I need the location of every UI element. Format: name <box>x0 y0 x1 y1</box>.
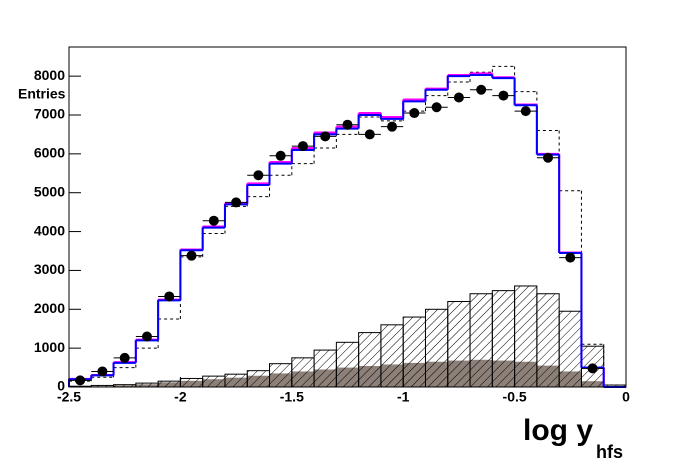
x-tick-label: -1 <box>397 389 410 405</box>
data-point <box>75 375 86 386</box>
data-point <box>387 121 398 132</box>
x-tick-label: -1.5 <box>280 389 304 405</box>
histogram-bar <box>335 341 360 388</box>
histogram-bar <box>491 290 516 388</box>
x-tick-label: -2 <box>174 389 187 405</box>
data-point <box>186 250 197 261</box>
data-point <box>520 106 531 117</box>
data-point <box>453 92 464 103</box>
data-point <box>587 363 598 374</box>
histogram-bar <box>358 332 382 388</box>
y-tick-label: 0 <box>57 378 65 394</box>
data-point <box>431 102 442 113</box>
histogram-bar <box>514 285 538 388</box>
histogram-bar <box>291 357 315 388</box>
y-tick-label: 2000 <box>34 300 65 316</box>
histogram-bar <box>313 349 337 388</box>
x-tick-label: -0.5 <box>503 389 527 405</box>
histogram-bar <box>202 375 226 388</box>
y-tick-label: 3000 <box>34 261 65 277</box>
histogram-bar <box>224 373 248 388</box>
data-point <box>231 197 242 208</box>
histogram-bar <box>402 316 426 388</box>
histogram-bar <box>246 370 271 388</box>
x-tick-label: 0 <box>622 389 630 405</box>
data-point <box>320 131 331 142</box>
data-point <box>119 352 130 363</box>
data-point <box>164 291 175 302</box>
y-tick-label: 5000 <box>34 183 65 199</box>
histogram-bar <box>179 377 204 388</box>
x-axis-title-sub: hfs <box>596 442 623 462</box>
histogram-bar <box>469 293 493 388</box>
data-point <box>498 90 509 101</box>
y-tick-label: 4000 <box>34 222 65 238</box>
data-point <box>342 119 353 130</box>
data-point <box>476 84 487 95</box>
data-point <box>409 108 420 119</box>
histogram-bar <box>380 324 404 388</box>
data-point <box>297 141 308 152</box>
data-point <box>97 366 108 377</box>
histogram-bar <box>135 382 159 388</box>
y-tick-label: 8000 <box>34 67 65 83</box>
histogram-bar <box>536 293 560 388</box>
x-axis-title: log y <box>523 414 593 447</box>
data-point <box>141 331 152 342</box>
y-tick-label: 6000 <box>34 145 65 161</box>
data-point <box>543 152 554 163</box>
data-point <box>208 215 219 226</box>
data-point <box>253 170 264 181</box>
plot-frame <box>68 46 627 388</box>
data-point <box>364 129 375 140</box>
histogram-bar <box>447 301 471 388</box>
y-axis-title: Entries <box>18 86 66 102</box>
data-point <box>565 252 576 263</box>
histogram-bar <box>157 380 181 388</box>
histogram-bar <box>269 363 293 388</box>
histogram-bar <box>558 310 582 388</box>
x-tick-label: -2.5 <box>57 389 81 405</box>
y-tick-label: 1000 <box>34 339 65 355</box>
histogram-bar <box>424 308 449 388</box>
y-tick-label: 7000 <box>34 106 65 122</box>
data-point <box>275 150 286 161</box>
